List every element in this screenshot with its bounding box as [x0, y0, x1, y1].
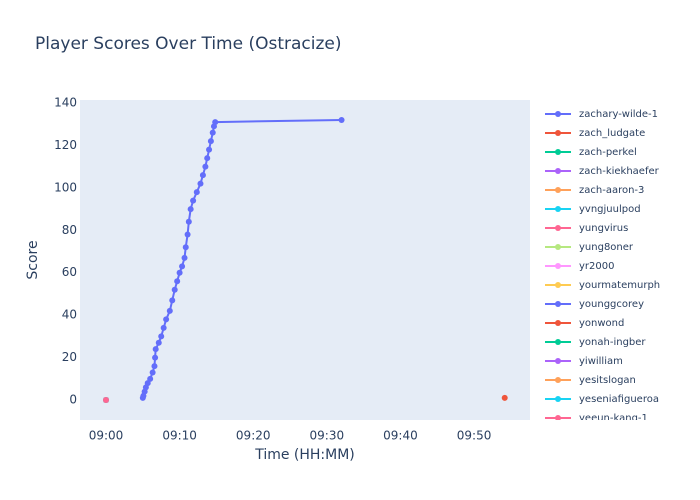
y-tick-label: 120	[54, 138, 77, 152]
legend-label: zach-aaron-3	[579, 185, 644, 196]
x-tick-label: 09:20	[236, 429, 271, 443]
data-point	[181, 254, 188, 261]
legend-marker	[555, 168, 561, 174]
y-tick-label: 0	[69, 393, 77, 407]
data-point	[212, 119, 219, 126]
data-point	[160, 324, 167, 331]
data-point	[199, 172, 206, 179]
y-tick-label: 60	[62, 265, 77, 279]
legend-label: zach-perkel	[579, 147, 637, 158]
legend-marker	[555, 225, 561, 231]
legend-marker	[555, 415, 561, 420]
legend-marker	[555, 339, 561, 345]
legend-marker	[555, 301, 561, 307]
data-point	[176, 269, 183, 276]
legend-marker	[555, 396, 561, 402]
legend-label: yiwilliam	[579, 356, 623, 367]
legend-label: yourmatemurph	[579, 280, 660, 291]
legend-marker	[555, 130, 561, 136]
data-point	[147, 375, 154, 382]
legend-marker	[555, 111, 561, 117]
data-point	[152, 346, 159, 353]
data-point	[166, 307, 173, 314]
y-tick-label: 140	[54, 95, 77, 109]
legend-label: zach-kiekhaefer	[579, 166, 660, 177]
data-point	[179, 263, 186, 270]
data-point	[209, 129, 216, 136]
legend-label: yvngjuulpod	[579, 204, 641, 215]
legend-marker	[555, 320, 561, 326]
x-tick-label: 09:30	[310, 429, 345, 443]
legend-label: yungvirus	[579, 223, 628, 234]
x-tick-label: 09:10	[162, 429, 197, 443]
y-tick-label: 20	[62, 350, 77, 364]
data-point	[193, 189, 200, 196]
data-point	[151, 363, 158, 370]
x-tick-label: 09:50	[457, 429, 492, 443]
legend-marker	[555, 149, 561, 155]
legend-marker	[555, 263, 561, 269]
legend-marker	[555, 282, 561, 288]
legend-label: yonah-ingber	[579, 337, 646, 348]
data-point	[169, 297, 176, 304]
data-point	[103, 397, 110, 404]
data-point	[206, 146, 213, 153]
legend-label: younggcorey	[579, 299, 644, 310]
data-point	[184, 231, 191, 238]
legend-marker	[555, 377, 561, 383]
y-axis-title: Score	[25, 240, 41, 279]
data-point	[174, 278, 181, 285]
data-point	[152, 354, 159, 361]
y-tick-label: 40	[62, 308, 77, 322]
legend-marker	[555, 206, 561, 212]
data-point	[171, 286, 178, 293]
legend-label: yr2000	[579, 261, 614, 272]
data-point	[149, 369, 156, 376]
data-point	[338, 116, 345, 123]
data-point	[501, 394, 508, 401]
data-point	[163, 316, 170, 323]
data-point	[187, 206, 194, 213]
x-tick-label: 09:00	[89, 429, 124, 443]
chart-title: Player Scores Over Time (Ostracize)	[35, 34, 342, 54]
data-point	[155, 339, 162, 346]
plot-area	[80, 100, 530, 420]
legend-marker	[555, 187, 561, 193]
y-tick-label: 100	[54, 180, 77, 194]
data-point	[190, 197, 197, 204]
legend-marker	[555, 358, 561, 364]
data-point	[202, 163, 209, 170]
data-point	[204, 155, 211, 162]
legend-label: yesitslogan	[579, 375, 636, 386]
legend-label: yeeun-kang-1	[579, 413, 648, 424]
data-point	[158, 333, 165, 340]
legend-marker	[555, 244, 561, 250]
legend-label: yonwond	[579, 318, 624, 329]
data-point	[185, 218, 192, 225]
x-tick-label: 09:40	[383, 429, 418, 443]
data-point	[207, 138, 214, 145]
data-point	[197, 180, 204, 187]
x-axis-title: Time (HH:MM)	[254, 447, 355, 463]
legend-label: zachary-wilde-1	[579, 109, 658, 120]
legend-label: zach_ludgate	[579, 128, 645, 139]
y-tick-label: 80	[62, 223, 77, 237]
legend-label: yeseniafigueroa	[579, 394, 659, 405]
data-point	[182, 244, 189, 251]
legend-label: yung8oner	[579, 242, 634, 253]
